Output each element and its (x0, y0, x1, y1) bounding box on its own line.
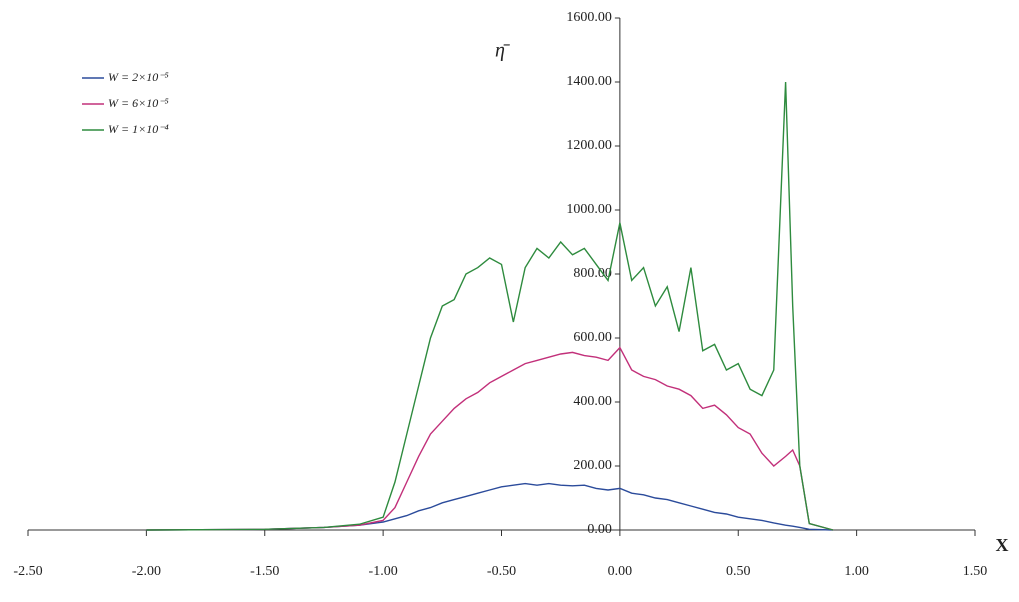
y-tick-label: 1400.00 (566, 74, 612, 89)
y-tick-label: 1000.00 (566, 202, 612, 217)
legend-label: W = 6×10⁻⁵ (108, 96, 169, 110)
y-tick-label: 0.00 (587, 522, 612, 537)
series-line (146, 81, 834, 531)
y-tick-label: 1200.00 (566, 138, 612, 153)
y-tick-label: 400.00 (573, 394, 612, 409)
x-tick-label: 1.50 (963, 564, 988, 579)
y-tick-label: 200.00 (573, 458, 612, 473)
x-tick-label: 1.00 (844, 564, 869, 579)
x-axis-title: X (996, 535, 1009, 555)
legend-label: W = 2×10⁻⁵ (108, 70, 169, 84)
y-tick-label: 800.00 (573, 266, 612, 281)
series-line (146, 346, 834, 531)
x-tick-label: -0.50 (487, 564, 516, 579)
x-tick-label: 0.50 (726, 564, 751, 579)
x-tick-label: -2.00 (132, 564, 161, 579)
x-tick-label: -2.50 (13, 564, 42, 579)
legend-label: W = 1×10⁻⁴ (108, 122, 169, 136)
series-line (146, 482, 833, 531)
y-tick-label: 600.00 (573, 330, 612, 345)
y-tick-label: 1600.00 (566, 10, 612, 25)
x-tick-label: -1.50 (250, 564, 279, 579)
x-tick-label: -1.00 (369, 564, 398, 579)
y-axis-title: η̄ (495, 40, 510, 62)
x-tick-label: 0.00 (608, 564, 633, 579)
